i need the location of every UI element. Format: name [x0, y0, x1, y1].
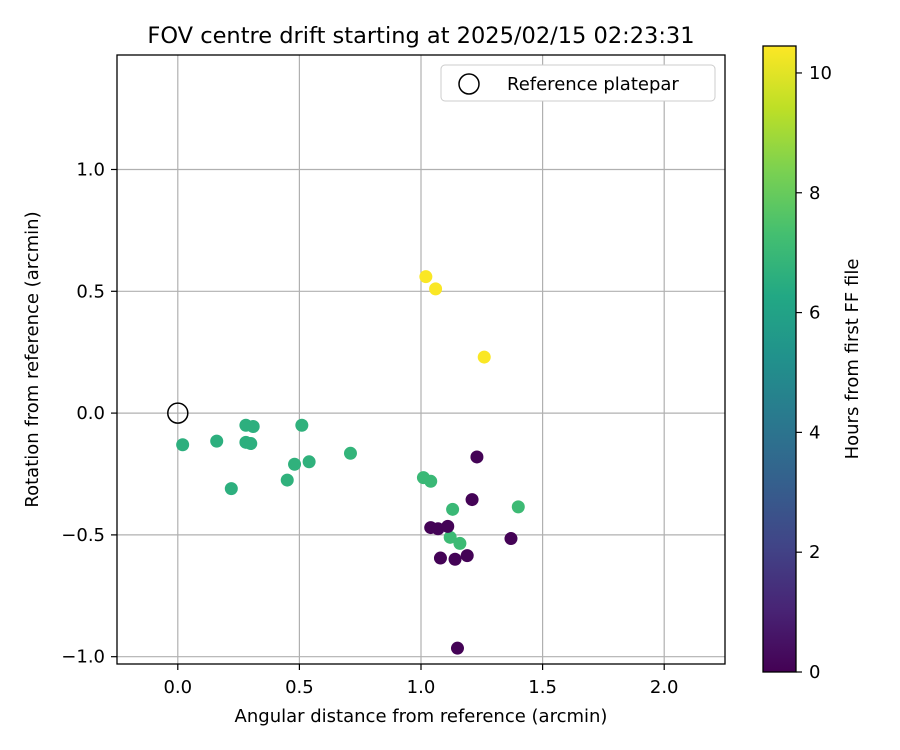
data-point — [511, 500, 525, 514]
colorbar-label: Hours from first FF file — [842, 259, 863, 460]
y-tick-label: −0.5 — [61, 525, 105, 546]
x-tick-label: 2.0 — [650, 677, 679, 698]
colorbar-tick-label: 4 — [809, 422, 820, 443]
data-point — [295, 418, 309, 432]
y-tick-label: 1.0 — [76, 159, 105, 180]
data-point — [224, 482, 238, 496]
chart-title: FOV centre drift starting at 2025/02/15 … — [147, 23, 694, 49]
data-point — [443, 530, 457, 544]
colorbar-tick-label: 10 — [809, 63, 832, 84]
legend-box — [440, 64, 716, 102]
colorbar-tick-label: 8 — [809, 183, 820, 204]
data-points — [176, 270, 525, 655]
data-point — [460, 549, 474, 563]
y-tick-label: −1.0 — [61, 647, 105, 668]
data-point — [343, 446, 357, 460]
data-point — [448, 552, 462, 566]
x-tick-label: 0.5 — [285, 677, 314, 698]
y-tick-label: 0.5 — [76, 281, 105, 302]
data-point — [424, 474, 438, 488]
data-point — [453, 536, 467, 550]
data-point — [288, 457, 302, 471]
y-axis-label: Rotation from reference (arcmin) — [22, 211, 43, 507]
y-tick-label: 0.0 — [76, 403, 105, 424]
colorbar-tick-label: 6 — [809, 303, 820, 324]
y-axis-ticks: −1.0 −0.5 0.0 0.5 1.0 — [61, 159, 117, 668]
x-axis-label: Angular distance from reference (arcmin) — [235, 706, 608, 727]
data-point — [433, 551, 447, 565]
data-point — [176, 438, 190, 452]
reference-marker-layer — [167, 402, 189, 424]
colorbar-tick-label: 0 — [809, 662, 820, 683]
legend: Reference platepar — [440, 64, 716, 102]
colorbar-ticks: 0 2 4 6 8 10 — [796, 63, 832, 683]
colorbar-tick-label: 2 — [809, 542, 820, 563]
colorbar — [762, 45, 797, 673]
data-point — [431, 522, 445, 536]
data-point — [465, 493, 479, 507]
data-point — [429, 282, 443, 296]
data-point — [470, 450, 484, 464]
data-point — [450, 641, 464, 655]
data-point — [419, 270, 433, 284]
legend-reference-label: Reference platepar — [507, 74, 679, 95]
grid-lines — [117, 55, 725, 664]
data-point — [441, 519, 455, 533]
data-point — [280, 473, 294, 487]
data-point — [302, 455, 316, 469]
data-point — [244, 437, 258, 451]
x-tick-label: 0.0 — [163, 677, 192, 698]
data-point — [246, 419, 260, 433]
data-point — [504, 532, 518, 546]
data-point — [446, 502, 460, 516]
data-point — [477, 350, 491, 364]
data-point — [210, 434, 224, 448]
reference-point-marker — [167, 402, 189, 424]
x-tick-label: 1.5 — [528, 677, 557, 698]
x-tick-label: 1.0 — [407, 677, 436, 698]
x-axis-ticks: 0.0 0.5 1.0 1.5 2.0 — [163, 664, 679, 698]
legend-reference-marker — [458, 73, 480, 95]
